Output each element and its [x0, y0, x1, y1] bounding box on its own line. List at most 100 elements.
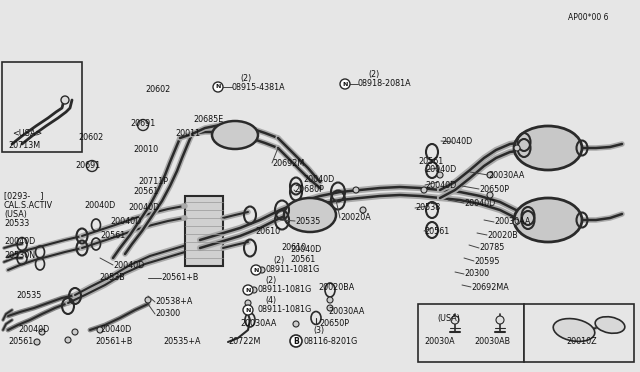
- Text: N: N: [245, 308, 251, 312]
- Text: 20535+A: 20535+A: [163, 337, 200, 346]
- Text: N: N: [215, 84, 221, 90]
- Text: N: N: [245, 288, 251, 292]
- Text: AP00*00 6: AP00*00 6: [568, 13, 609, 22]
- Circle shape: [213, 82, 223, 92]
- Circle shape: [421, 187, 427, 193]
- Circle shape: [496, 316, 504, 324]
- Text: N: N: [253, 267, 259, 273]
- Text: 20722M: 20722M: [228, 337, 260, 346]
- Text: 08915-4381A: 08915-4381A: [232, 83, 285, 92]
- Text: 20030AA: 20030AA: [488, 170, 524, 180]
- Text: 20691: 20691: [130, 119, 156, 128]
- Circle shape: [251, 287, 257, 293]
- Text: CAL.S.ACTIV: CAL.S.ACTIV: [4, 201, 53, 209]
- Ellipse shape: [514, 126, 582, 170]
- Text: 20692MA: 20692MA: [471, 282, 509, 292]
- Text: 20691: 20691: [75, 161, 100, 170]
- Circle shape: [513, 219, 519, 225]
- Text: 20040D: 20040D: [425, 180, 456, 189]
- Text: 20530N: 20530N: [4, 250, 35, 260]
- Text: 08911-1081G: 08911-1081G: [258, 305, 312, 314]
- Text: 20040D: 20040D: [100, 326, 131, 334]
- Circle shape: [327, 297, 333, 303]
- Ellipse shape: [514, 198, 582, 242]
- Text: 20040D: 20040D: [18, 326, 49, 334]
- Bar: [2, 62, 82, 152]
- Text: 20538: 20538: [415, 203, 440, 212]
- Text: 20040D: 20040D: [441, 137, 472, 145]
- Text: (2): (2): [265, 276, 276, 285]
- Text: 20300: 20300: [464, 269, 489, 279]
- Text: 20020B: 20020B: [487, 231, 518, 240]
- Text: 20561: 20561: [100, 231, 125, 240]
- Text: 20040D: 20040D: [110, 218, 141, 227]
- Circle shape: [39, 329, 45, 335]
- Circle shape: [145, 297, 151, 303]
- Circle shape: [245, 300, 251, 306]
- Text: 20602: 20602: [78, 134, 103, 142]
- Ellipse shape: [553, 318, 595, 341]
- Text: 20535: 20535: [295, 217, 321, 225]
- Circle shape: [487, 192, 493, 198]
- Text: 20030AA: 20030AA: [328, 308, 364, 317]
- Text: (USA): (USA): [4, 209, 27, 218]
- Text: 20011: 20011: [175, 129, 200, 138]
- Text: B: B: [293, 337, 299, 346]
- Text: 20040D: 20040D: [303, 176, 334, 185]
- Text: 20692M: 20692M: [272, 158, 304, 167]
- Text: 20685E: 20685E: [193, 115, 223, 124]
- Text: 08911-1081G: 08911-1081G: [265, 266, 319, 275]
- Circle shape: [353, 187, 359, 193]
- Text: 20040D: 20040D: [128, 203, 159, 212]
- Circle shape: [138, 119, 148, 131]
- Text: (4): (4): [265, 295, 276, 305]
- Text: 20785: 20785: [479, 244, 504, 253]
- Text: 20300: 20300: [155, 310, 180, 318]
- Text: 20650P: 20650P: [319, 320, 349, 328]
- Text: 20561+B: 20561+B: [95, 337, 132, 346]
- Circle shape: [251, 265, 261, 275]
- Ellipse shape: [212, 121, 258, 149]
- Text: [0293-    ]: [0293- ]: [4, 192, 44, 201]
- Text: 20561: 20561: [290, 256, 316, 264]
- Text: <USA>: <USA>: [12, 129, 42, 138]
- Text: (3): (3): [313, 326, 324, 334]
- Circle shape: [293, 321, 299, 327]
- Circle shape: [65, 337, 71, 343]
- Text: 20538+A: 20538+A: [155, 298, 193, 307]
- Text: 20030AB: 20030AB: [474, 337, 510, 346]
- Text: 20535: 20535: [16, 292, 42, 301]
- Text: 20533: 20533: [4, 219, 29, 228]
- Text: 08918-2081A: 08918-2081A: [358, 80, 412, 89]
- Bar: [418, 304, 524, 362]
- Text: 20030AA: 20030AA: [240, 320, 276, 328]
- Circle shape: [437, 172, 443, 178]
- Circle shape: [97, 327, 103, 333]
- Text: 20020A: 20020A: [340, 214, 371, 222]
- Text: 08116-8201G: 08116-8201G: [303, 337, 357, 346]
- Text: (2): (2): [240, 74, 252, 83]
- Bar: [185, 196, 223, 266]
- Circle shape: [243, 305, 253, 315]
- Circle shape: [290, 335, 302, 347]
- Text: 20030A: 20030A: [424, 337, 454, 346]
- Ellipse shape: [595, 317, 625, 333]
- Circle shape: [487, 172, 493, 178]
- Text: 20561+B: 20561+B: [161, 273, 198, 282]
- Text: 20020BA: 20020BA: [318, 283, 355, 292]
- Circle shape: [340, 79, 350, 89]
- Text: 20040D: 20040D: [113, 260, 144, 269]
- Text: 20040D: 20040D: [290, 246, 321, 254]
- Text: 20561: 20561: [418, 157, 444, 166]
- Ellipse shape: [284, 198, 336, 232]
- Circle shape: [360, 207, 366, 213]
- Text: 08911-1081G: 08911-1081G: [258, 285, 312, 295]
- Text: 20650P: 20650P: [479, 185, 509, 193]
- Text: 20040D: 20040D: [425, 166, 456, 174]
- Text: N: N: [342, 81, 348, 87]
- Text: (2): (2): [273, 256, 284, 264]
- Text: 20010: 20010: [133, 145, 158, 154]
- Text: 20711P: 20711P: [138, 176, 168, 186]
- Circle shape: [34, 339, 40, 345]
- Text: 20713M: 20713M: [8, 141, 40, 150]
